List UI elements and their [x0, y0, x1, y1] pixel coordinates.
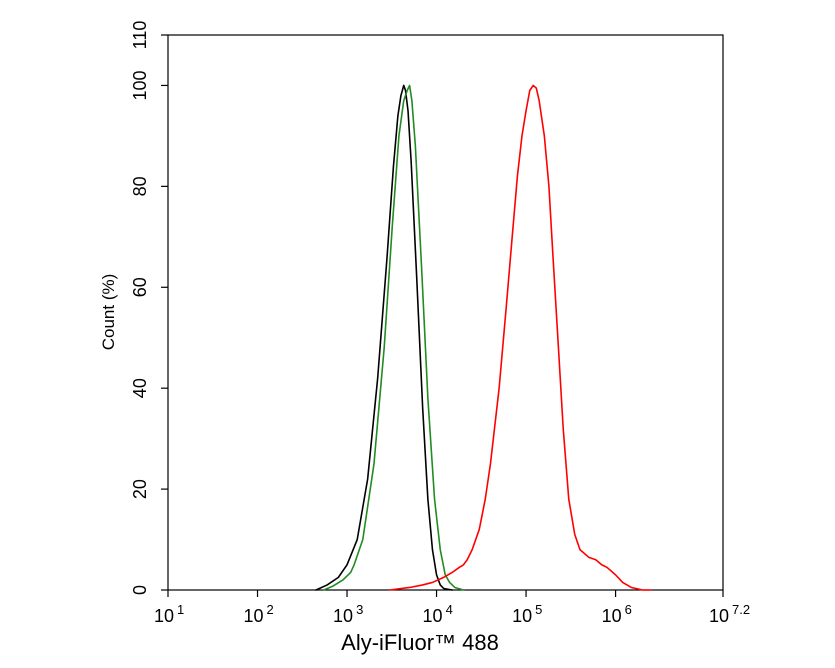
series-line-3	[388, 84, 652, 591]
y-axis-title: Count (%)	[99, 274, 118, 351]
x-tick-label: 10 5	[512, 602, 542, 626]
x-tick-exponent: 2	[267, 602, 274, 617]
x-tick-label: 10 2	[244, 602, 274, 626]
x-tick-exponent: 7.2	[732, 602, 750, 617]
x-tick-label: 10 1	[154, 602, 184, 626]
x-tick-exponent: 4	[446, 602, 453, 617]
series-line-2	[322, 84, 465, 591]
y-tick-label: 110	[130, 21, 150, 50]
y-tick-label: 0	[130, 585, 150, 595]
x-tick-base: 10	[423, 606, 443, 626]
series-layer	[315, 84, 652, 591]
x-tick-label: 10 6	[602, 602, 632, 626]
x-tick-exponent: 1	[177, 602, 184, 617]
x-tick-label: 10 7.2	[709, 602, 750, 626]
x-tick-exponent: 6	[625, 602, 632, 617]
x-tick-base: 10	[709, 606, 729, 626]
x-tick-base: 10	[244, 606, 264, 626]
y-tick-label: 20	[130, 479, 150, 499]
x-tick-base: 10	[512, 606, 532, 626]
series-line-1	[315, 84, 454, 591]
y-tick-label: 80	[130, 176, 150, 196]
x-tick-exponent: 3	[356, 602, 363, 617]
x-tick-base: 10	[333, 606, 353, 626]
x-tick-label: 10 3	[333, 602, 363, 626]
x-tick-exponent: 5	[535, 602, 542, 617]
plot-frame	[167, 34, 724, 591]
x-tick-base: 10	[154, 606, 174, 626]
y-tick-label: 40	[130, 378, 150, 398]
x-tick-base: 10	[602, 606, 622, 626]
x-axis-title: Aly-iFluor™ 488	[341, 630, 499, 655]
x-tick-label: 10 4	[423, 602, 453, 626]
x-axis-ticks: 10 1 10 2 10 3 10 4 10 5 10 6 10 7.2	[154, 590, 750, 626]
y-tick-label: 60	[130, 277, 150, 297]
y-tick-label: 100	[130, 70, 150, 100]
y-axis-ticks: 0 20 40 60 80 100 110	[130, 21, 168, 595]
